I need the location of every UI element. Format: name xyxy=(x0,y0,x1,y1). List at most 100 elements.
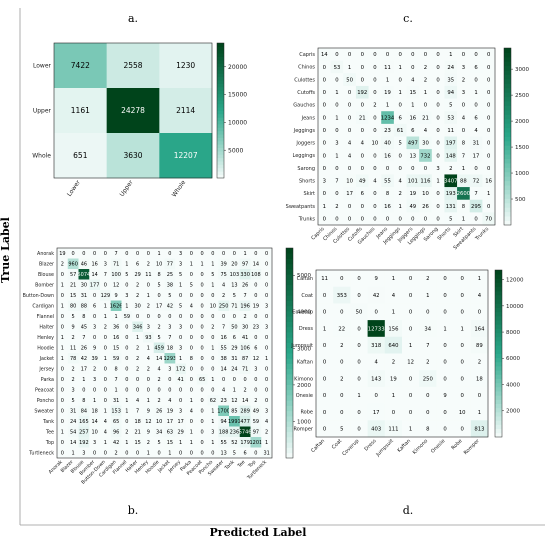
cell-value: 0 xyxy=(222,251,225,257)
cell-value: 0 xyxy=(265,346,268,352)
cell-value: 330 xyxy=(240,272,250,278)
colorbar-segment xyxy=(504,127,511,133)
cell-value: 16 xyxy=(220,335,226,341)
cell-value: 0 xyxy=(211,451,214,457)
cell-value: 2558 xyxy=(123,61,142,70)
heatmap-cell xyxy=(175,374,187,385)
heatmap-cell xyxy=(402,286,420,304)
heatmap-cell xyxy=(431,48,445,61)
cell-value: 0 xyxy=(104,398,107,404)
cell-value: 63 xyxy=(167,430,173,436)
colorbar-segment xyxy=(217,43,224,47)
cell-value: 0 xyxy=(361,128,365,134)
cell-value: 71 xyxy=(242,367,248,373)
heatmap-cell xyxy=(78,300,90,312)
colorbar-segment xyxy=(217,110,224,115)
cell-value: 0 xyxy=(265,251,268,257)
cell-value: 1 xyxy=(179,283,182,289)
cell-value: 1 xyxy=(211,262,214,268)
heatmap-cell xyxy=(121,248,133,259)
cell-value: 20 xyxy=(231,262,237,268)
heatmap-cell xyxy=(419,370,437,388)
cell-value: 3 xyxy=(265,409,268,415)
cell-value: 1 xyxy=(335,153,338,159)
colorbar-segment xyxy=(217,93,224,98)
colorbar-segment xyxy=(286,363,293,370)
cell-value: 193 xyxy=(446,191,456,197)
cell-value: 31 xyxy=(473,141,480,147)
cell-value: 192 xyxy=(357,90,367,96)
heatmap-cell xyxy=(239,321,251,333)
y-tick-label: Leggings xyxy=(293,153,316,159)
x-tick-label: Upper xyxy=(118,179,134,198)
heatmap-cell xyxy=(100,437,112,448)
heatmap-cell xyxy=(367,370,386,388)
cell-value: 0 xyxy=(461,376,465,382)
heatmap-cell xyxy=(239,269,251,280)
heatmap-cell xyxy=(100,279,112,291)
y-tick-label: Culottes xyxy=(294,77,315,83)
heatmap-cell xyxy=(318,136,331,150)
heatmap-cell xyxy=(110,269,122,280)
heatmap-cell xyxy=(164,405,176,417)
heatmap-cell xyxy=(153,405,165,417)
heatmap-cell xyxy=(132,300,144,312)
cell-value: 0 xyxy=(348,204,352,210)
heatmap-cell xyxy=(110,374,122,385)
x-tick-label: Robe xyxy=(450,438,463,451)
cell-value: 1 xyxy=(386,77,389,83)
heatmap-cell xyxy=(469,85,483,99)
cell-value: 0 xyxy=(125,367,128,373)
heatmap-cell xyxy=(110,426,122,438)
heatmap-cell xyxy=(89,332,101,343)
heatmap-cell xyxy=(333,286,351,304)
heatmap-cell xyxy=(368,48,382,61)
heatmap-cell xyxy=(186,248,198,259)
cell-value: 0 xyxy=(478,310,482,316)
cell-value: 0 xyxy=(147,283,150,289)
cell-value: 1 xyxy=(72,451,75,457)
cell-value: 0 xyxy=(179,398,182,404)
heatmap-cell xyxy=(470,320,489,338)
heatmap-cell xyxy=(261,332,273,343)
heatmap-cell xyxy=(78,342,90,354)
y-tick-label: Romper xyxy=(294,426,314,432)
heatmap-cell xyxy=(453,286,472,304)
heatmap-cell xyxy=(229,332,241,343)
cell-value: 0 xyxy=(487,115,491,121)
heatmap-cell xyxy=(132,426,144,438)
cell-value: 1 xyxy=(104,409,107,415)
heatmap-cell xyxy=(153,374,165,385)
heatmap-cell xyxy=(469,187,483,201)
heatmap-cell xyxy=(132,258,144,270)
cell-value: 0 xyxy=(201,251,204,257)
heatmap-cell xyxy=(153,300,165,312)
heatmap-cell xyxy=(419,336,437,354)
heatmap-cell xyxy=(330,161,344,175)
cell-value: 0 xyxy=(373,90,377,96)
heatmap-cell xyxy=(457,48,471,61)
cell-value: 0 xyxy=(201,409,204,415)
heatmap-cell xyxy=(57,395,69,406)
heatmap-cell xyxy=(431,98,445,112)
cell-value: 0 xyxy=(190,314,193,320)
heatmap-cell xyxy=(333,420,351,438)
heatmap-cell xyxy=(57,269,69,280)
heatmap-cell xyxy=(318,174,331,188)
colorbar-segment xyxy=(217,154,224,159)
heatmap-cell xyxy=(239,332,251,343)
heatmap-cell xyxy=(78,269,90,280)
heatmap-cell xyxy=(164,416,176,427)
heatmap-cell xyxy=(186,269,198,280)
colorbar-segment xyxy=(217,124,224,128)
cell-value: 0 xyxy=(233,377,236,383)
heatmap-cell xyxy=(196,363,208,375)
cell-value: 2 xyxy=(462,77,465,83)
cell-value: 1 xyxy=(125,440,128,446)
cell-value: 53 xyxy=(334,65,341,71)
colorbar-segment xyxy=(286,300,293,307)
heatmap-frame xyxy=(317,47,496,226)
colorbar-segment xyxy=(217,127,224,132)
heatmap-cell xyxy=(419,187,433,201)
heatmap-cell xyxy=(67,279,79,291)
